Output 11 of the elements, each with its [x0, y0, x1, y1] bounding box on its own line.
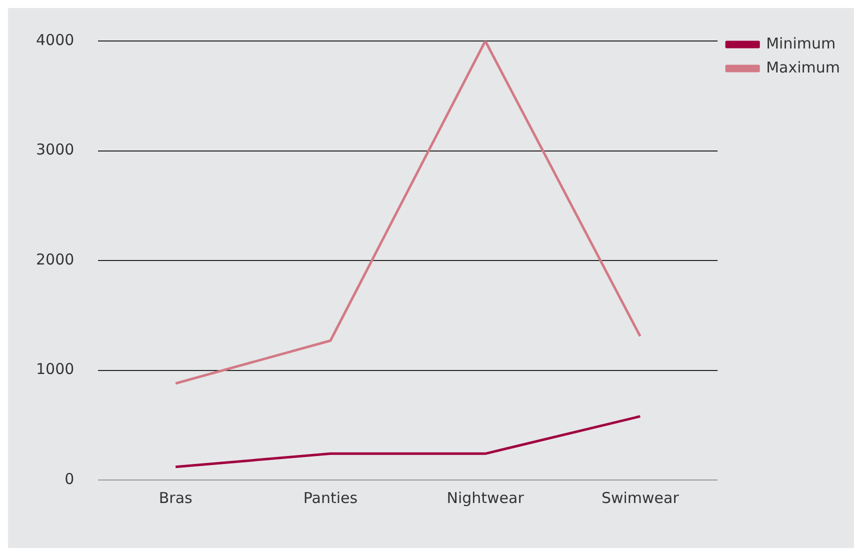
legend-label: Minimum — [766, 34, 836, 52]
y-tick-label: 3000 — [36, 140, 74, 159]
y-tick-label: 4000 — [36, 30, 74, 49]
x-tick-label: Bras — [158, 488, 193, 507]
x-tick-label: Nightwear — [446, 488, 525, 507]
y-tick-label: 0 — [64, 470, 74, 488]
y-tick-label: 2000 — [36, 250, 74, 268]
y-tick-label: 1000 — [36, 360, 74, 378]
x-tick-label: Panties — [303, 488, 358, 507]
x-tick-label: Swimwear — [601, 488, 680, 507]
legend-label: Maximum — [766, 58, 840, 76]
